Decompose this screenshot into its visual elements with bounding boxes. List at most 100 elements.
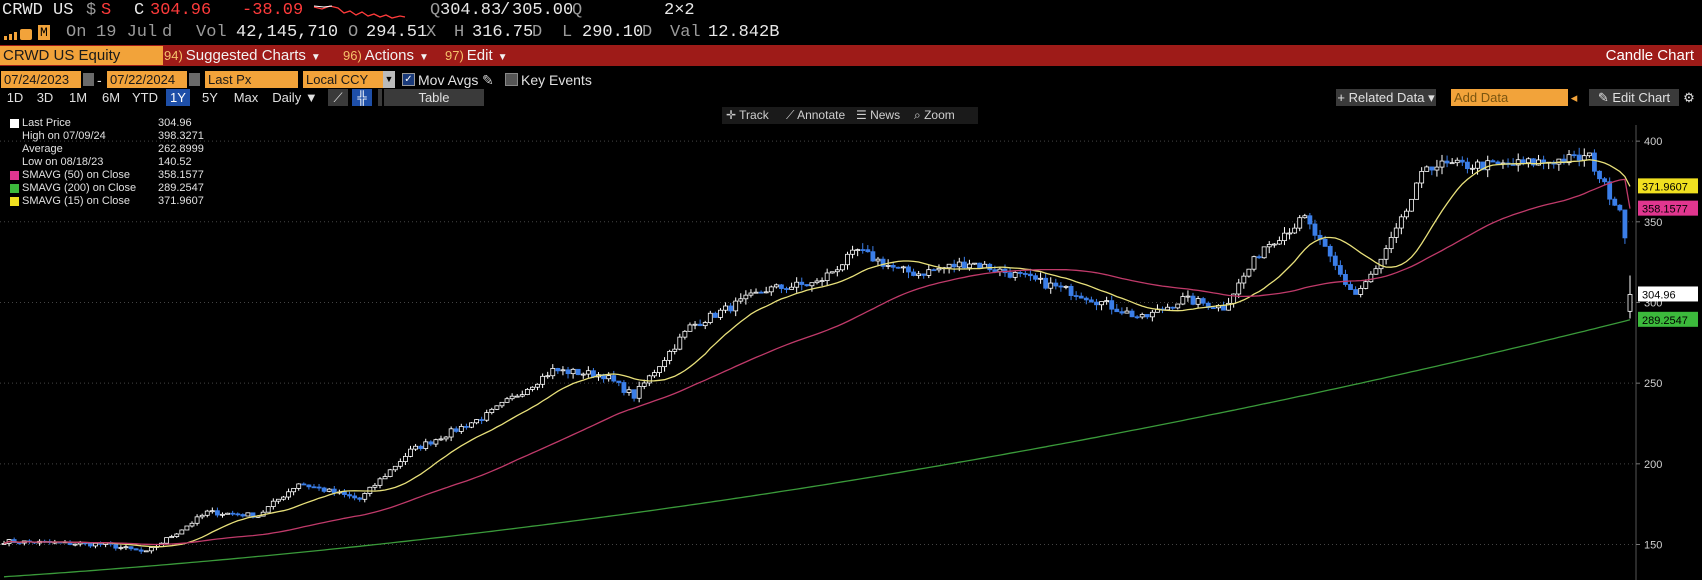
range-1m[interactable]: 1M	[68, 90, 88, 105]
zoom-tool[interactable]: ⌕ Zoom	[914, 108, 955, 122]
candle-body	[474, 419, 479, 424]
end-date-input[interactable]: 07/22/2024	[107, 71, 187, 88]
candle-body	[1007, 272, 1013, 278]
suggested-charts-menu[interactable]: 94) Suggested Charts ▼	[164, 47, 321, 64]
candle-body	[509, 395, 515, 400]
candle-body	[1104, 300, 1110, 303]
candle-body	[1348, 284, 1353, 291]
calendar-icon[interactable]	[189, 73, 200, 86]
candle-body	[855, 249, 861, 251]
gear-icon[interactable]: ⚙	[1683, 90, 1695, 105]
candle-body	[1134, 316, 1140, 319]
candle-body	[667, 351, 673, 361]
candle-body	[1099, 301, 1104, 306]
candle-body	[372, 484, 378, 488]
candle-body	[1434, 166, 1440, 171]
y-tick-label: 400	[1644, 136, 1662, 148]
news-tool[interactable]: ☰ News	[856, 108, 901, 122]
table-button[interactable]: Table	[384, 89, 484, 106]
bid-price: 304.83	[440, 1, 502, 20]
range-6m[interactable]: 6M	[101, 90, 121, 105]
add-data-input[interactable]: Add Data	[1451, 89, 1568, 106]
low-source: D	[642, 23, 653, 42]
candle-body	[1622, 209, 1628, 239]
candle-body	[1236, 282, 1242, 295]
candle-body	[1256, 256, 1262, 259]
candle-body	[1312, 223, 1318, 236]
price-tag	[1638, 200, 1698, 216]
candle-body	[535, 383, 540, 388]
range-max[interactable]: Max	[233, 90, 259, 105]
candle-body	[357, 497, 363, 500]
candle-body	[194, 516, 200, 524]
mov-avgs-label: Mov Avgs	[418, 72, 479, 88]
chevron-icon[interactable]: ◂	[1570, 90, 1578, 105]
candle-body	[265, 506, 271, 513]
candle-body	[1165, 306, 1171, 311]
range-ytd[interactable]: YTD	[132, 90, 158, 105]
range-row: 1D 3D 1M 6M YTD 1Y 5Y Max Daily ▼ ⟋ ╬ Ta…	[0, 88, 1702, 107]
candle-body	[1439, 160, 1445, 168]
candle-body	[1520, 159, 1526, 164]
candle-chart[interactable]: 150200250300350400371.9607358.1577304.96…	[0, 107, 1702, 580]
chevron-down-icon[interactable]: ▼	[383, 71, 395, 88]
candle-body	[840, 264, 845, 271]
mov-avgs-checkbox[interactable]: ✓	[402, 73, 415, 86]
start-date-input[interactable]: 07/24/2023	[1, 71, 81, 88]
candle-body	[438, 438, 444, 441]
edit-chart-button[interactable]: ✎ Edit Chart	[1589, 89, 1679, 106]
price-tag-label: 289.2547	[1642, 315, 1688, 327]
candle-body	[967, 263, 972, 269]
candle-body	[885, 264, 891, 267]
candle-body	[240, 514, 246, 517]
candle-body	[209, 510, 215, 513]
caret-down-icon: ▼	[310, 52, 321, 63]
pencil-icon[interactable]: ✎	[482, 72, 494, 88]
candle-body	[1327, 245, 1333, 257]
track-tool[interactable]: ✛ Track	[726, 108, 769, 122]
traded-value: 12.842B	[708, 23, 780, 42]
range-1y[interactable]: 1Y	[166, 89, 190, 106]
candle-body	[204, 510, 210, 516]
candle-body	[403, 456, 408, 462]
candle-body	[1404, 210, 1409, 218]
candle-body	[585, 370, 591, 375]
price-field-select[interactable]: Last Px	[205, 71, 298, 88]
candle-body	[1581, 155, 1587, 161]
candle-body	[834, 269, 840, 273]
range-5y[interactable]: 5Y	[202, 90, 218, 105]
range-3d[interactable]: 3D	[36, 90, 54, 105]
calendar-icon[interactable]	[83, 73, 94, 86]
currency-select[interactable]: Local CCY	[303, 71, 383, 88]
period-select[interactable]: Daily ▼	[272, 90, 318, 105]
candle-body	[1022, 273, 1028, 275]
candle-chart-icon[interactable]: ╬	[352, 89, 372, 106]
price-tag-label: 358.1577	[1642, 204, 1688, 216]
ask-source: Q	[572, 1, 583, 20]
candle-body	[1063, 285, 1069, 288]
candle-body	[961, 261, 967, 269]
legend-last-price: Last Price 304.96	[10, 117, 210, 130]
candle-body	[956, 261, 962, 268]
annotate-tool[interactable]: ⟋ Annotate	[786, 108, 846, 122]
related-data-button[interactable]: + Related Data ▾	[1336, 89, 1436, 106]
candle-body	[1363, 281, 1369, 289]
ticker[interactable]: CRWD US	[2, 1, 74, 20]
candle-body	[946, 263, 952, 269]
range-1d[interactable]: 1D	[6, 90, 24, 105]
candle-body	[408, 448, 413, 457]
key-events-checkbox[interactable]	[505, 73, 518, 86]
candle-body	[1576, 154, 1582, 161]
security-field[interactable]: CRWD US Equity	[0, 46, 163, 65]
on-label: On	[66, 23, 87, 42]
candle-body	[1190, 295, 1196, 305]
actions-menu[interactable]: 96) Actions ▼	[343, 47, 429, 64]
edit-menu[interactable]: 97) Edit ▼	[445, 47, 508, 64]
candle-body	[712, 312, 718, 318]
market-status-icon[interactable]: M	[38, 25, 50, 40]
sma200-line	[3, 319, 1631, 578]
candle-body	[1597, 170, 1602, 180]
line-chart-icon[interactable]: ⟋	[328, 89, 348, 106]
candle-body	[1495, 161, 1501, 165]
candle-body	[758, 291, 764, 294]
